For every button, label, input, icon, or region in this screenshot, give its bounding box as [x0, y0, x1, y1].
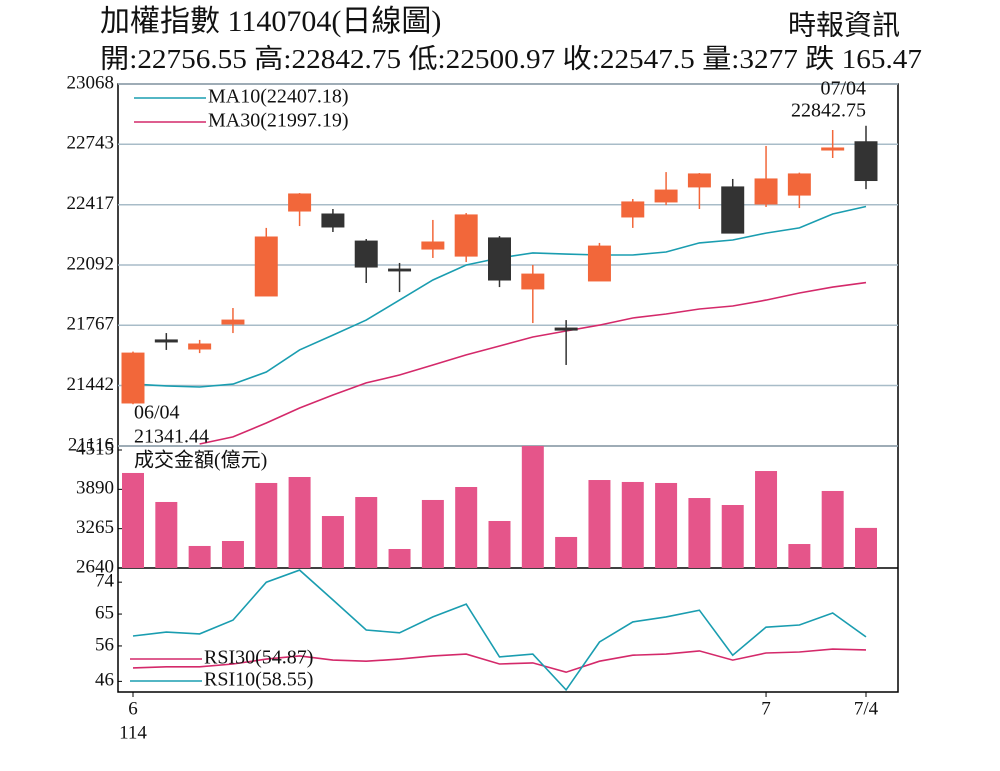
- annotation: 22842.75: [791, 100, 866, 122]
- candle-body: [621, 201, 645, 218]
- line-series: [199, 281, 867, 445]
- candle-body: [154, 339, 178, 343]
- candle-body: [821, 147, 845, 151]
- bar: [155, 501, 178, 568]
- annotation: 21341.44: [134, 426, 209, 448]
- legend-label: RSI30(54.87): [204, 647, 313, 669]
- annotation: 06/04: [134, 402, 180, 424]
- y-tick-label: 21767: [67, 314, 115, 335]
- candle-body: [721, 186, 745, 234]
- bar: [821, 490, 844, 568]
- x-sublabel: 114: [119, 722, 147, 743]
- y-tick-label: 21442: [67, 374, 115, 395]
- candle-body: [521, 273, 545, 290]
- bar: [621, 481, 644, 568]
- bar: [455, 487, 478, 568]
- bar: [521, 445, 544, 568]
- bar: [655, 482, 678, 568]
- bar: [721, 505, 744, 568]
- candle-body: [188, 343, 212, 350]
- x-tick-label: 7/4: [854, 698, 879, 719]
- candle-body: [854, 141, 878, 182]
- y-tick-label: 56: [95, 634, 114, 655]
- panel-title: 成交金額(億元): [134, 449, 267, 472]
- legend-label: MA10(22407.18): [208, 86, 349, 108]
- bar: [355, 497, 378, 568]
- bar: [788, 544, 811, 568]
- info-line: 開:22756.55 高:22842.75 低:22500.97 收:22547…: [100, 44, 922, 74]
- candle-body: [687, 173, 711, 188]
- x-tick-label: 7: [761, 698, 771, 719]
- y-tick-label: 3265: [76, 517, 114, 538]
- annotation: 07/04: [820, 78, 866, 100]
- bar: [122, 472, 144, 568]
- bar: [255, 482, 278, 568]
- bar: [555, 536, 578, 568]
- bar: [321, 516, 344, 568]
- y-tick-label: 2640: [76, 556, 114, 577]
- y-tick-label: 23068: [67, 72, 115, 93]
- bar: [755, 471, 778, 568]
- bar: [588, 480, 611, 568]
- bar: [388, 548, 411, 568]
- candle-body: [554, 327, 578, 331]
- y-tick-label: 46: [95, 670, 114, 691]
- y-tick-label: 22417: [67, 193, 115, 214]
- y-tick-label: 22092: [67, 253, 115, 274]
- y-tick-label: 74: [95, 571, 115, 592]
- candle-body: [787, 173, 811, 196]
- candle-body: [388, 268, 412, 272]
- y-tick-label: 21116: [68, 434, 114, 455]
- bar: [688, 498, 711, 568]
- x-tick-label: 6: [128, 698, 138, 719]
- bar: [188, 545, 211, 568]
- candle-body: [587, 245, 611, 282]
- y-tick-label: 65: [95, 602, 114, 623]
- chart-title: 加權指數 1140704(日線圖): [100, 5, 441, 38]
- y-tick-label: 3890: [76, 478, 114, 499]
- bar: [221, 541, 244, 568]
- y-tick-label: 22743: [67, 133, 115, 154]
- bar: [855, 527, 877, 568]
- legend-label: MA30(21997.19): [208, 110, 349, 132]
- candle-body: [654, 189, 678, 203]
- y-tick-label: 4515: [76, 438, 114, 459]
- candle-body: [754, 178, 778, 205]
- source: 時報資訊: [788, 9, 900, 41]
- bar: [288, 476, 311, 568]
- line-series: [132, 569, 867, 692]
- candle-body: [488, 237, 511, 281]
- bar: [421, 499, 444, 568]
- bar: [488, 520, 511, 568]
- candle-body: [421, 241, 445, 250]
- candle-body: [288, 193, 312, 212]
- line-series: [132, 648, 867, 674]
- candle-body: [121, 352, 145, 404]
- candle-body: [321, 213, 345, 228]
- candle-body: [254, 236, 278, 297]
- legend-label: RSI10(58.55): [204, 669, 313, 691]
- candle-body: [454, 214, 478, 257]
- candle-body: [221, 319, 245, 325]
- candle-body: [354, 240, 378, 268]
